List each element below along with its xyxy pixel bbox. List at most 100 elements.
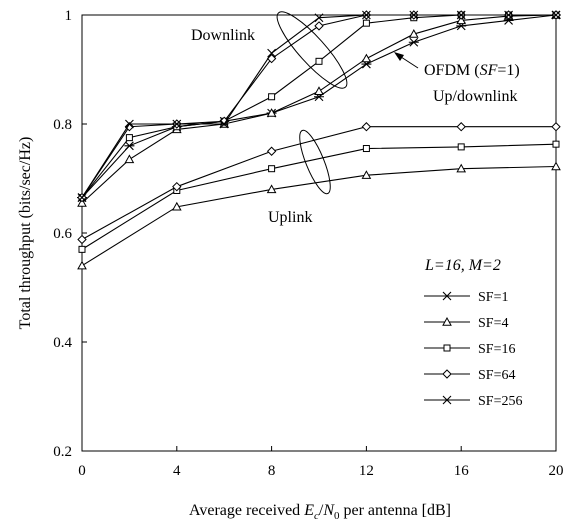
y-tick-label: 0.4 <box>53 335 72 351</box>
diamond-marker <box>172 181 182 192</box>
square-marker <box>457 143 465 151</box>
x-marker <box>551 10 561 20</box>
uplink-label: Uplink <box>268 209 312 226</box>
x-marker <box>77 193 87 202</box>
square-marker <box>78 245 86 253</box>
triangle-marker <box>314 86 324 95</box>
series-sf64-downlink <box>77 10 561 203</box>
x-marker <box>442 395 452 405</box>
legend-item: SF=64 <box>424 368 515 383</box>
x-marker <box>172 119 182 129</box>
ofdm-arrow-head <box>394 52 404 61</box>
x-tick-label: 0 <box>78 463 86 479</box>
x-marker <box>456 10 466 20</box>
x-marker <box>409 10 419 20</box>
plot-frame <box>81 14 557 452</box>
y-tick-label: 0.2 <box>53 444 72 460</box>
series-line <box>81 165 557 267</box>
series-sf16-uplink <box>78 140 560 253</box>
series-sf256-downlink <box>77 10 561 202</box>
x-marker <box>219 119 229 129</box>
triangle-marker <box>551 161 561 171</box>
triangle-marker <box>77 260 87 270</box>
series-line <box>81 14 556 198</box>
square-marker <box>268 165 276 173</box>
ofdm-label-line1: OFDM (SF=1) <box>424 62 520 79</box>
series-line <box>81 14 557 204</box>
triangle-marker <box>361 170 372 179</box>
x-tick-label: 8 <box>268 463 276 479</box>
series-sf4-downlink <box>77 9 561 207</box>
triangle-marker <box>456 15 467 25</box>
series-sf1-updownlink <box>77 10 561 202</box>
star-marker <box>124 141 135 151</box>
y-tick-label: 0.8 <box>53 117 72 133</box>
square-marker <box>443 344 451 352</box>
triangle-marker <box>456 163 467 173</box>
star-marker <box>442 291 452 301</box>
diamond-marker <box>551 122 561 132</box>
diamond-marker <box>266 146 277 156</box>
legend-title: L=16, M=2 <box>424 257 501 274</box>
square-marker <box>362 19 370 27</box>
triangle-marker <box>266 184 277 194</box>
axis-ticks: 0 4 8 12 16 20 0.2 0.4 0.6 0.8 1 <box>53 8 563 479</box>
square-marker <box>315 57 323 65</box>
diamond-marker <box>124 122 135 132</box>
y-tick-label: 0.6 <box>53 226 72 242</box>
ofdm-label-line2: Up/downlink <box>433 88 517 105</box>
x-axis-label: Average received Ec/N0 per antenna [dB] <box>189 502 451 522</box>
legend-item: SF=1 <box>424 290 508 305</box>
x-marker <box>125 119 134 129</box>
x-marker <box>504 10 513 20</box>
legend-item: SF=16 <box>424 342 515 357</box>
square-marker <box>125 134 133 142</box>
legend-item: SF=4 <box>424 316 508 331</box>
series-line <box>81 14 557 198</box>
legend-item: SF=256 <box>424 394 522 409</box>
legend-label: SF=64 <box>478 368 515 383</box>
square-marker <box>268 93 276 101</box>
triangle-marker <box>361 53 372 63</box>
downlink-label: Downlink <box>191 27 255 44</box>
y-tick-label: 1 <box>65 8 73 24</box>
series-line <box>81 143 557 250</box>
x-tick-label: 16 <box>454 463 470 479</box>
series-sf64-uplink <box>77 122 561 245</box>
triangle-marker <box>124 154 135 164</box>
triangle-marker <box>442 316 452 326</box>
x-tick-label: 20 <box>549 463 564 479</box>
series-line <box>81 14 556 198</box>
star-marker <box>408 37 419 47</box>
diamond-marker <box>361 122 372 132</box>
series-sf16-downlink <box>78 11 560 202</box>
uplink-ellipse <box>299 129 331 195</box>
diamond-marker <box>456 122 466 132</box>
legend-label: SF=256 <box>478 394 522 409</box>
downlink-ellipse <box>276 11 348 89</box>
x-tick-label: 12 <box>359 463 374 479</box>
x-marker <box>267 48 276 58</box>
square-marker <box>362 145 370 153</box>
series-line <box>81 14 556 198</box>
triangle-marker <box>171 201 182 211</box>
x-tick-label: 4 <box>173 463 181 479</box>
series-sf4-uplink <box>77 161 561 270</box>
triangle-marker <box>266 108 277 117</box>
series-line <box>81 126 556 241</box>
y-axis-label: Total throughput (bits/sec/Hz) <box>17 137 34 330</box>
legend-label: SF=1 <box>478 290 508 305</box>
triangle-marker <box>408 29 419 38</box>
square-marker <box>552 140 560 148</box>
legend-label: SF=16 <box>478 342 515 357</box>
diamond-marker <box>442 369 452 379</box>
triangle-marker <box>77 197 87 207</box>
series-layer <box>77 9 561 270</box>
legend: L=16, M=2 SF=1 SF=4 SF=16 SF=64 SF=256 <box>424 257 522 409</box>
annotation-layer: Downlink Uplink OFDM (SF=1) Up/downlink <box>191 11 520 226</box>
x-marker <box>314 13 324 23</box>
diamond-marker <box>314 21 324 31</box>
legend-label: SF=4 <box>478 316 508 331</box>
diamond-marker <box>77 234 87 245</box>
